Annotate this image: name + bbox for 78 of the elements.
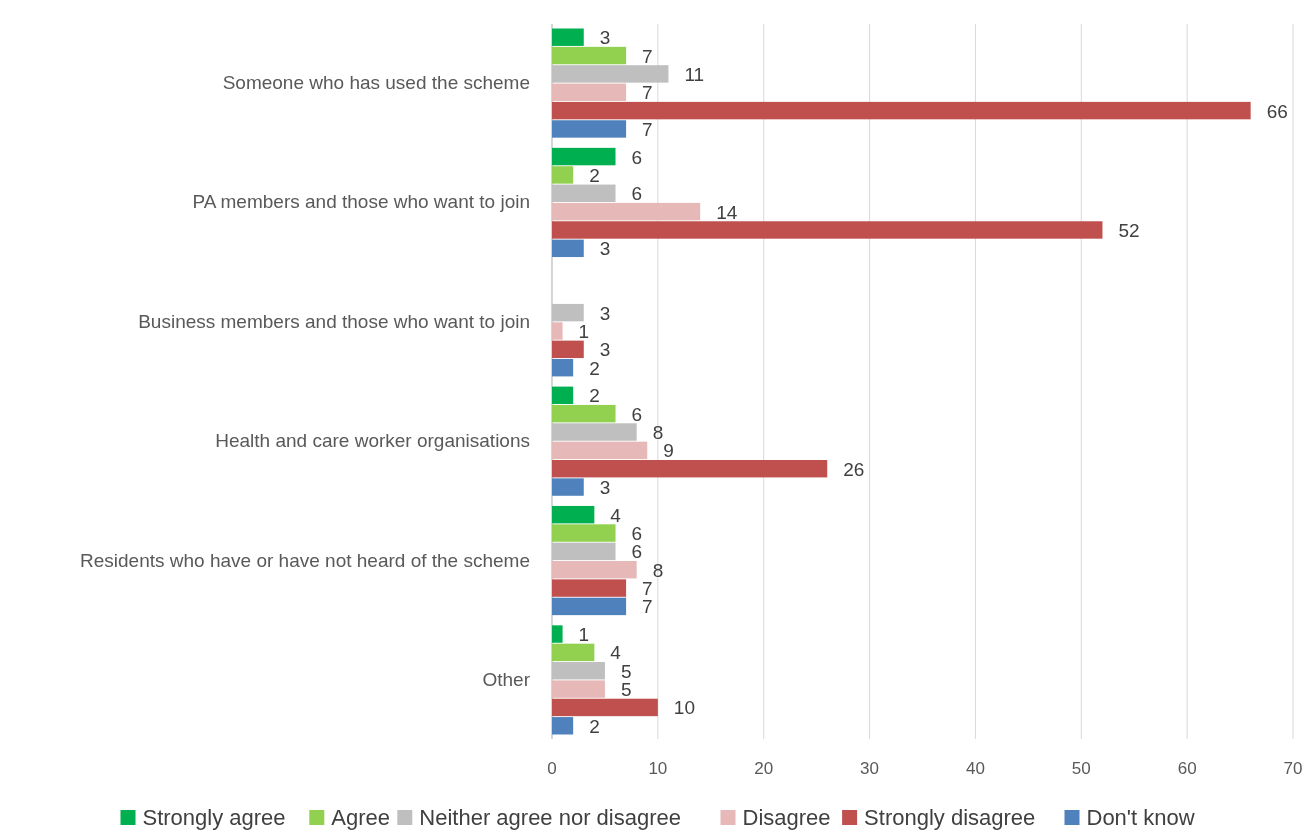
x-tick-label: 0	[547, 759, 557, 778]
x-tick-label: 40	[965, 759, 985, 778]
data-label: 14	[716, 201, 738, 223]
bar	[552, 478, 584, 496]
x-tick-label: 70	[1283, 759, 1303, 778]
bar	[552, 340, 584, 359]
bar	[552, 680, 605, 698]
bar	[552, 625, 563, 643]
data-label: 6	[631, 403, 643, 425]
data-label: 7	[642, 82, 653, 104]
y-tick-label: Residents who have or have not heard of the scheme	[80, 549, 530, 571]
y-tick-label: Other	[482, 668, 531, 690]
bar	[552, 28, 584, 46]
bar	[552, 147, 616, 166]
bar	[552, 597, 627, 616]
data-label: 8	[652, 422, 664, 444]
data-label: 7	[642, 45, 653, 67]
data-label: 2	[589, 164, 600, 186]
bar	[552, 717, 574, 735]
bar	[552, 221, 1103, 239]
data-label: 5	[620, 660, 632, 682]
y-tick-label: Health and care worker organisations	[215, 430, 530, 452]
x-tick-label: 20	[754, 759, 774, 778]
legend-label: Agree	[331, 805, 391, 830]
x-tick-label: 10	[648, 759, 668, 778]
data-label: 2	[589, 715, 600, 737]
data-label: 6	[631, 146, 643, 168]
data-label: 1	[578, 320, 590, 342]
data-label: 3	[599, 339, 611, 361]
bar	[552, 101, 1251, 120]
bar	[552, 561, 637, 579]
bar	[552, 579, 627, 597]
x-tick-label: 50	[1071, 759, 1091, 778]
bar	[552, 505, 595, 524]
legend-label: Strongly agree	[142, 805, 286, 830]
data-label: 7	[642, 118, 653, 140]
legend-label: Disagree	[742, 805, 831, 830]
data-label: 4	[610, 642, 622, 664]
data-label: 2	[589, 385, 600, 407]
data-label: 4	[610, 504, 622, 526]
x-tick-label: 60	[1177, 759, 1197, 778]
data-label: 6	[631, 183, 643, 205]
data-label: 9	[663, 440, 674, 462]
bar	[552, 698, 658, 717]
data-label: 8	[652, 559, 664, 581]
data-label: 11	[684, 63, 705, 85]
data-label: 2	[589, 357, 600, 379]
bar	[552, 524, 616, 542]
y-tick-label: PA members and those who want to join	[192, 191, 530, 213]
bar	[552, 386, 574, 405]
bar	[552, 202, 701, 221]
legend-label: Strongly disagree	[864, 805, 1036, 830]
legend-label: Don't know	[1086, 805, 1195, 830]
legend-label: Neither agree nor disagree	[419, 805, 682, 830]
bar	[552, 46, 627, 65]
bar	[552, 643, 595, 662]
y-tick-label: Someone who has used the scheme	[222, 72, 530, 94]
data-label: 3	[599, 302, 611, 324]
x-tick-label: 30	[860, 759, 880, 778]
data-label: 3	[599, 27, 611, 49]
bar	[552, 120, 627, 138]
bar	[552, 322, 563, 340]
bar	[552, 358, 574, 377]
bar	[552, 166, 574, 184]
data-label: 26	[843, 458, 865, 480]
data-label: 52	[1118, 219, 1140, 241]
bar	[552, 441, 648, 460]
bar	[552, 404, 616, 423]
y-tick-label: Business members and those who want to join	[138, 310, 530, 332]
data-label: 1	[578, 624, 590, 646]
bar	[552, 239, 584, 258]
data-label: 66	[1266, 100, 1288, 122]
data-label: 5	[620, 679, 632, 701]
data-label: 3	[599, 477, 611, 499]
data-label: 10	[673, 697, 695, 719]
data-label: 3	[599, 238, 611, 260]
bar	[552, 459, 828, 478]
bar	[552, 83, 627, 101]
